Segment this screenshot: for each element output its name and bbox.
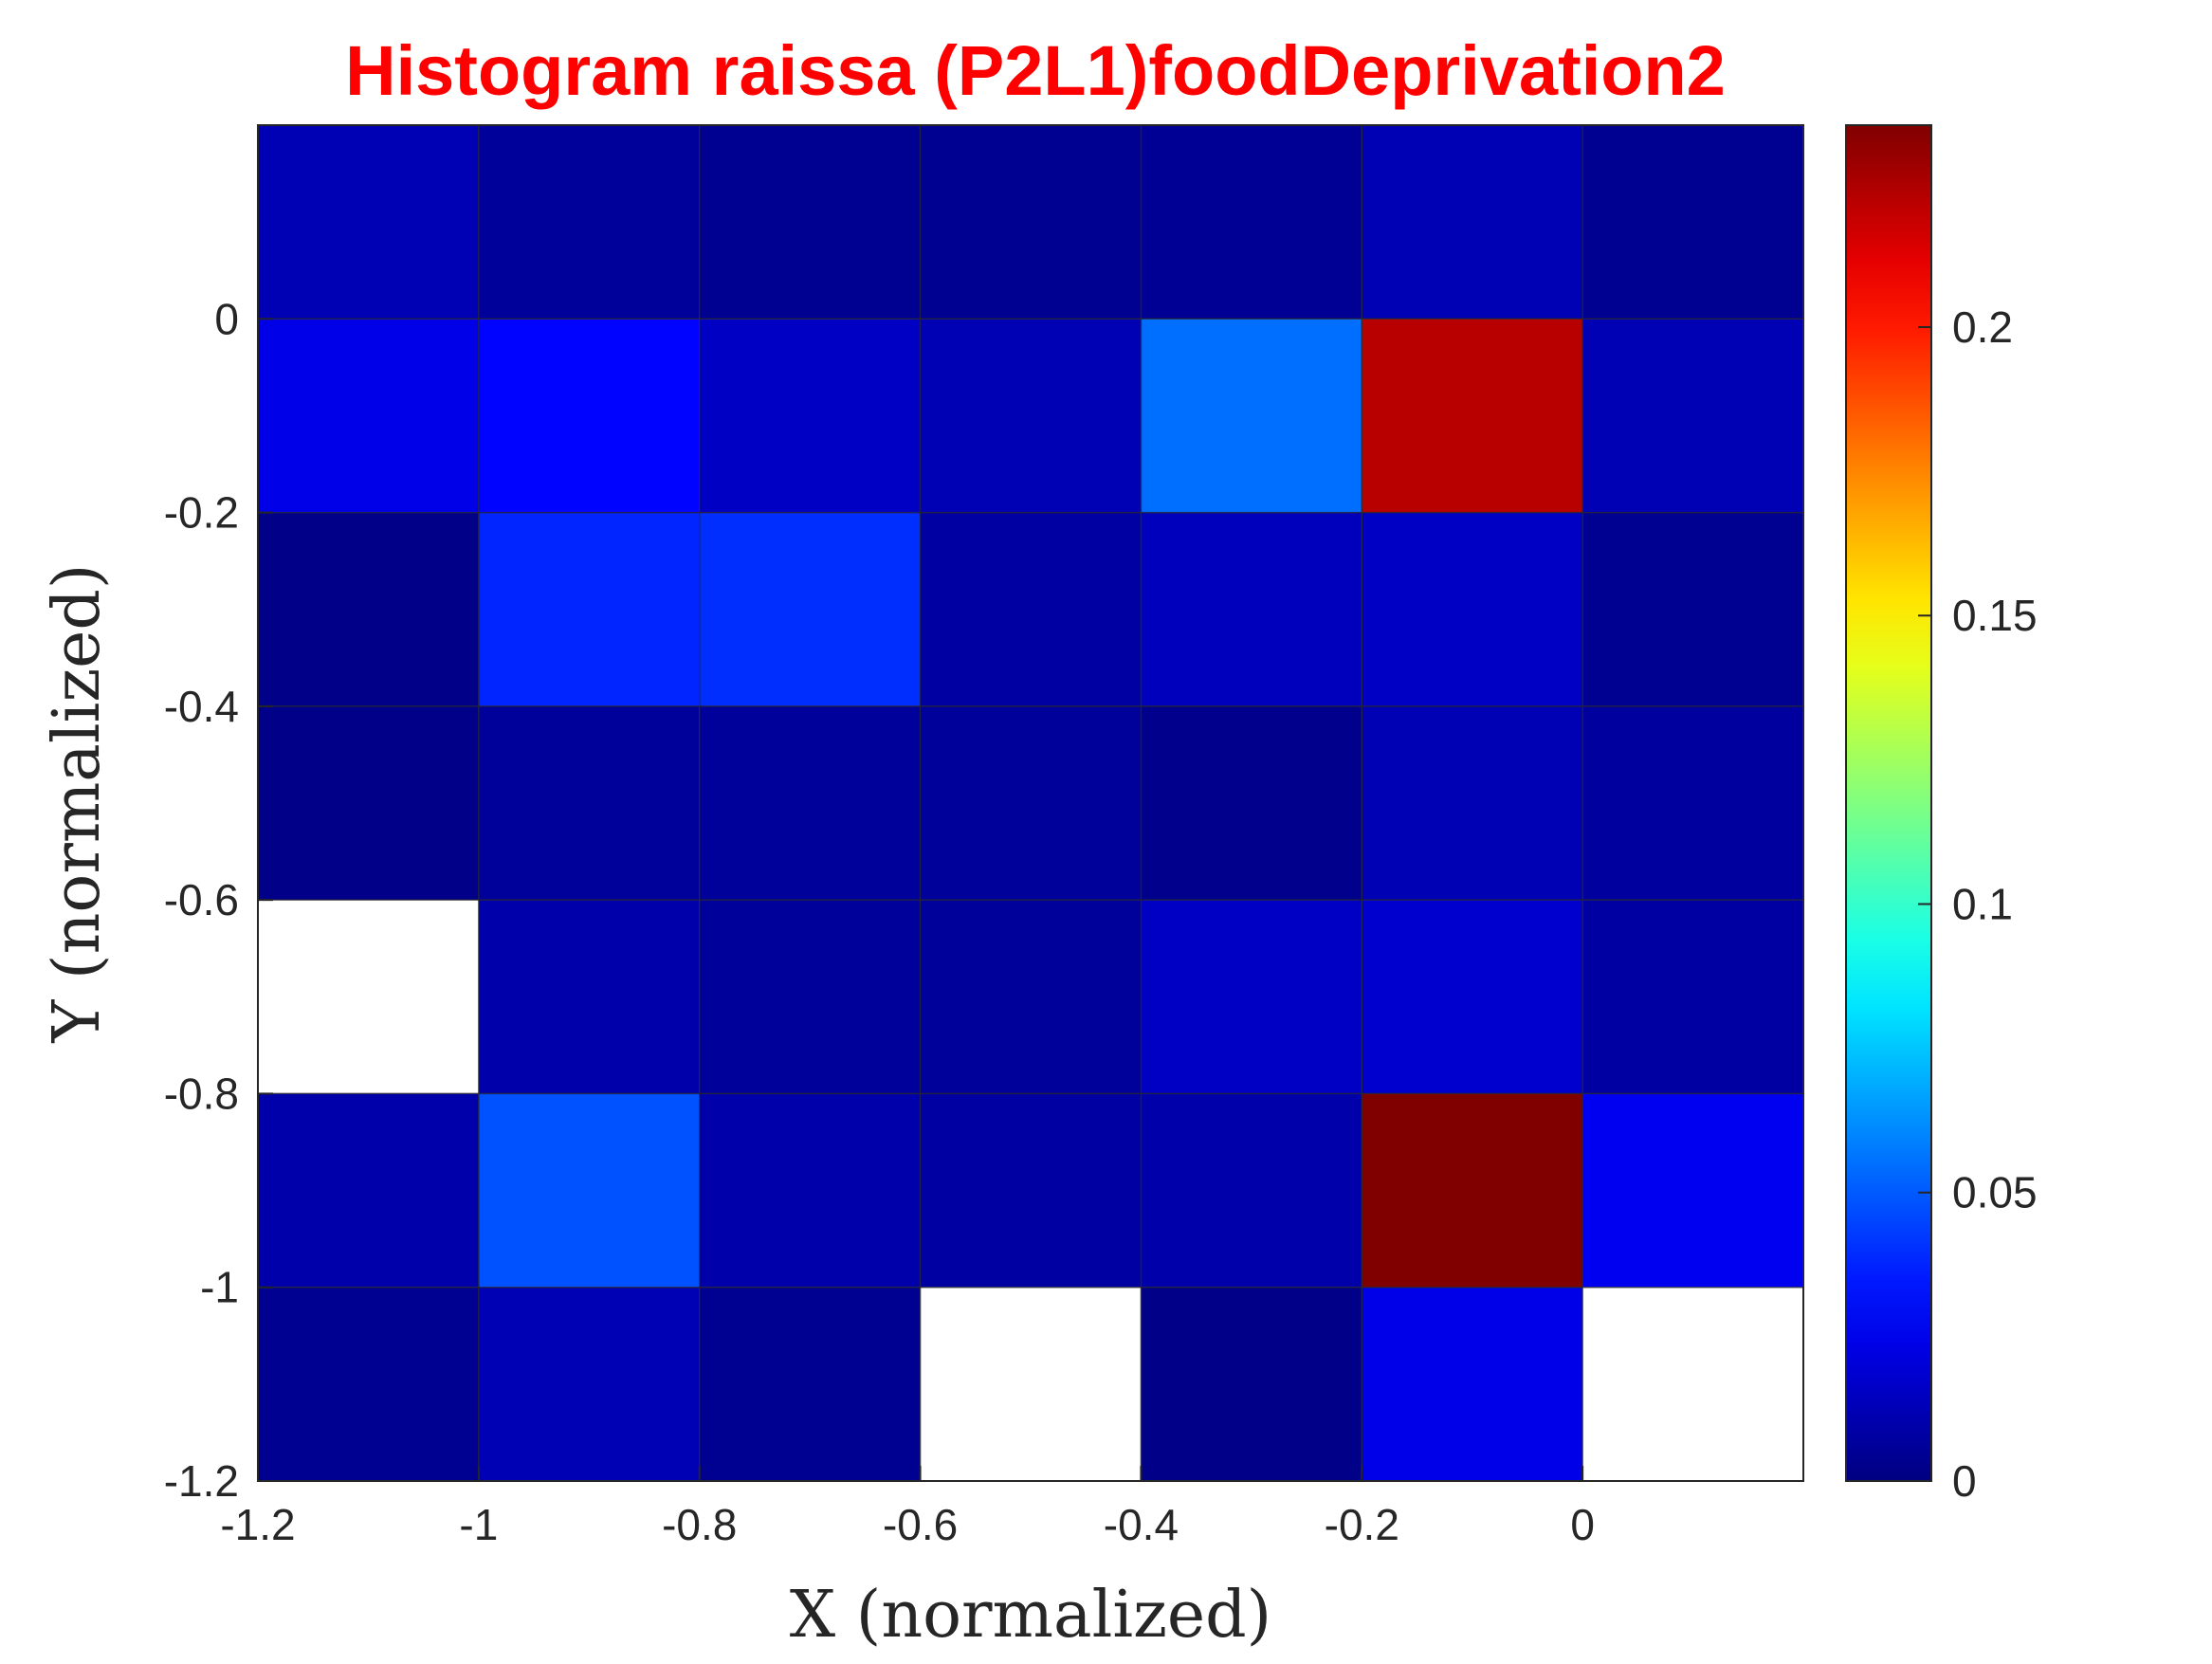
heatmap-cells bbox=[258, 125, 1803, 1481]
heatmap-cell bbox=[478, 125, 700, 320]
heatmap-cell bbox=[1362, 1287, 1583, 1481]
heatmap-cell bbox=[258, 319, 479, 513]
heatmap-cell bbox=[1141, 125, 1362, 320]
heatmap-cell bbox=[920, 125, 1142, 320]
x-tick-label: -0.8 bbox=[662, 1500, 737, 1549]
y-axis-label: Y (normalized) bbox=[40, 564, 115, 1044]
plot-frame bbox=[257, 124, 1804, 1482]
heatmap-cell bbox=[920, 1287, 1142, 1481]
colorbar-ticks: 0 0.05 0.1 0.15 0.2 bbox=[1918, 302, 2038, 1506]
heatmap-cell bbox=[478, 1093, 700, 1288]
heatmap-cell bbox=[258, 512, 479, 706]
heatmap-cell bbox=[1362, 900, 1583, 1094]
heatmap-cell bbox=[699, 512, 921, 706]
colorbar-tick-label: 0.2 bbox=[1952, 302, 2013, 352]
y-tick-label: -0.8 bbox=[164, 1069, 239, 1118]
heatmap-cell bbox=[478, 705, 700, 901]
heatmap-cell bbox=[258, 125, 479, 320]
heatmap-cell bbox=[1141, 319, 1362, 513]
heatmap-cell bbox=[1582, 1093, 1803, 1288]
heatmap-cell bbox=[1141, 1093, 1362, 1288]
x-axis-ticks: -1.2 -1 -0.8 -0.6 -0.4 -0.2 0 bbox=[220, 1466, 1595, 1549]
heatmap-cell bbox=[478, 900, 700, 1094]
heatmap-cell bbox=[1582, 705, 1803, 901]
heatmap-cell bbox=[699, 1287, 921, 1481]
y-tick-label: -1.2 bbox=[164, 1456, 239, 1506]
heatmap-cell bbox=[699, 705, 921, 901]
heatmap-cell bbox=[920, 705, 1142, 901]
heatmap-cell bbox=[258, 705, 479, 901]
heatmap-cell bbox=[699, 319, 921, 513]
colorbar-tick-label: 0.15 bbox=[1952, 591, 2038, 640]
heatmap-cell bbox=[920, 1093, 1142, 1288]
heatmap-cell bbox=[1141, 705, 1362, 901]
heatmap-grid bbox=[258, 125, 1803, 1481]
x-tick-label: -0.4 bbox=[1104, 1500, 1179, 1549]
heatmap-cell bbox=[478, 512, 700, 706]
heatmap-cell bbox=[920, 319, 1142, 513]
x-axis-label: X (normalized) bbox=[790, 1578, 1271, 1653]
heatmap-cell bbox=[920, 512, 1142, 706]
y-tick-label: -0.6 bbox=[164, 875, 239, 924]
colorbar-tick-label: 0.05 bbox=[1952, 1168, 2038, 1217]
x-tick-label: -0.6 bbox=[883, 1500, 958, 1549]
heatmap-cell bbox=[1582, 1287, 1803, 1481]
heatmap-cell bbox=[1141, 1287, 1362, 1481]
heatmap-cell bbox=[258, 900, 479, 1094]
y-tick-label: -1 bbox=[200, 1263, 239, 1312]
heatmap-cell bbox=[258, 1287, 479, 1481]
heatmap-cell bbox=[699, 125, 921, 320]
heatmap-cell bbox=[1362, 319, 1583, 513]
heatmap-cell bbox=[1582, 319, 1803, 513]
x-tick-label: -1 bbox=[459, 1500, 498, 1549]
heatmap-cell bbox=[478, 319, 700, 513]
heatmap-cell bbox=[258, 1093, 479, 1288]
heatmap-cell bbox=[1362, 705, 1583, 901]
x-tick-label: -1.2 bbox=[220, 1500, 295, 1549]
heatmap-cell bbox=[699, 1093, 921, 1288]
heatmap-cell bbox=[1141, 900, 1362, 1094]
heatmap-cell bbox=[1362, 512, 1583, 706]
heatmap-cell bbox=[1582, 900, 1803, 1094]
heatmap-cell bbox=[478, 1287, 700, 1481]
y-tick-label: -0.2 bbox=[164, 488, 239, 538]
heatmap-cell bbox=[1362, 1093, 1583, 1288]
colorbar bbox=[1845, 124, 1932, 1482]
heatmap-cell bbox=[1362, 125, 1583, 320]
x-tick-label: 0 bbox=[1570, 1500, 1595, 1549]
heatmap-cell bbox=[699, 900, 921, 1094]
heatmap-cell bbox=[920, 900, 1142, 1094]
colorbar-tick-label: 0 bbox=[1952, 1456, 1977, 1506]
y-tick-label: 0 bbox=[214, 294, 239, 343]
y-tick-label: -0.4 bbox=[164, 682, 239, 731]
colorbar-tick-label: 0.1 bbox=[1952, 879, 2013, 928]
x-tick-label: -0.2 bbox=[1325, 1500, 1399, 1549]
chart-title: Histogram raissa (P2L1)foodDeprivation2 bbox=[345, 31, 1726, 110]
heatmap-cell bbox=[1141, 512, 1362, 706]
heatmap-cell bbox=[1582, 512, 1803, 706]
heatmap-cell bbox=[1582, 125, 1803, 320]
y-axis-ticks: -1.2 -1 -0.8 -0.6 -0.4 -0.2 0 bbox=[164, 294, 273, 1506]
